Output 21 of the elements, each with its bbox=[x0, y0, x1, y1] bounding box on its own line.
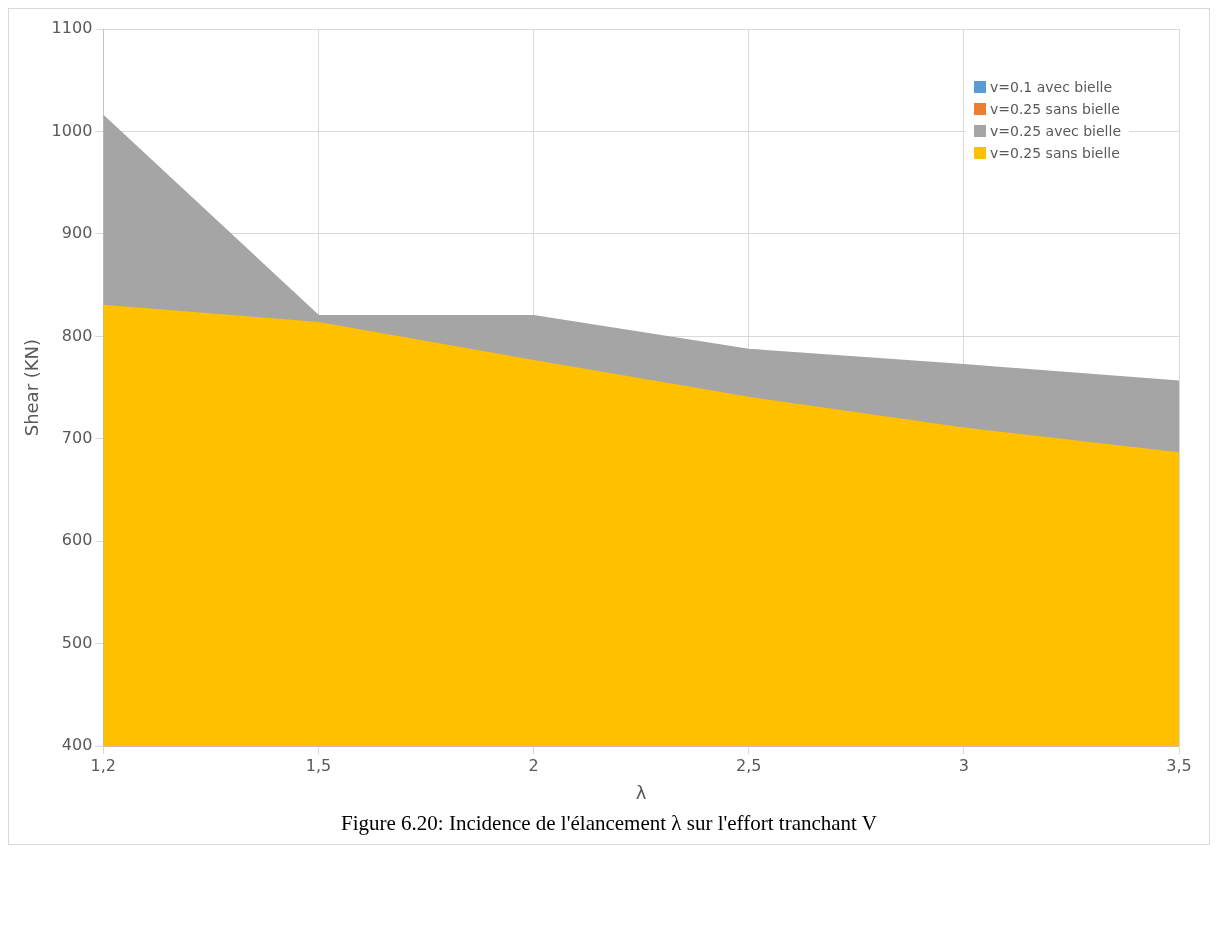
y-tick-label: 700 bbox=[61, 427, 93, 447]
legend-label: v=0.25 sans bielle bbox=[989, 145, 1120, 161]
legend-label: v=0.25 sans bielle bbox=[989, 101, 1120, 117]
legend-label: v=0.25 avec bielle bbox=[989, 123, 1121, 139]
y-tick-label: 500 bbox=[61, 632, 93, 652]
x-tick-label: 1,5 bbox=[305, 755, 332, 775]
caption: Figure 6.20: Incidence de l'élancement λ sur l'effort tranchant V bbox=[340, 810, 878, 837]
x-tick-label: 1,2 bbox=[90, 755, 117, 775]
legend-label: v=0.1 avec bielle bbox=[989, 79, 1113, 95]
y-axis-title: Shear (KN) bbox=[21, 338, 43, 437]
x-tick-label: 3 bbox=[958, 755, 969, 775]
y-tick-label: 1100 bbox=[51, 18, 93, 38]
y-tick-label: 1000 bbox=[51, 120, 93, 140]
x-tick-label: 3,5 bbox=[1166, 755, 1192, 775]
x-tick-label: 2 bbox=[528, 755, 539, 775]
y-tick-label: 600 bbox=[61, 530, 93, 550]
y-tick-label: 400 bbox=[61, 735, 93, 755]
y-tick-label: 900 bbox=[61, 223, 93, 243]
x-tick-label: 2,5 bbox=[736, 755, 762, 775]
y-tick-label: 800 bbox=[61, 325, 93, 345]
x-axis-title: λ bbox=[635, 781, 647, 803]
